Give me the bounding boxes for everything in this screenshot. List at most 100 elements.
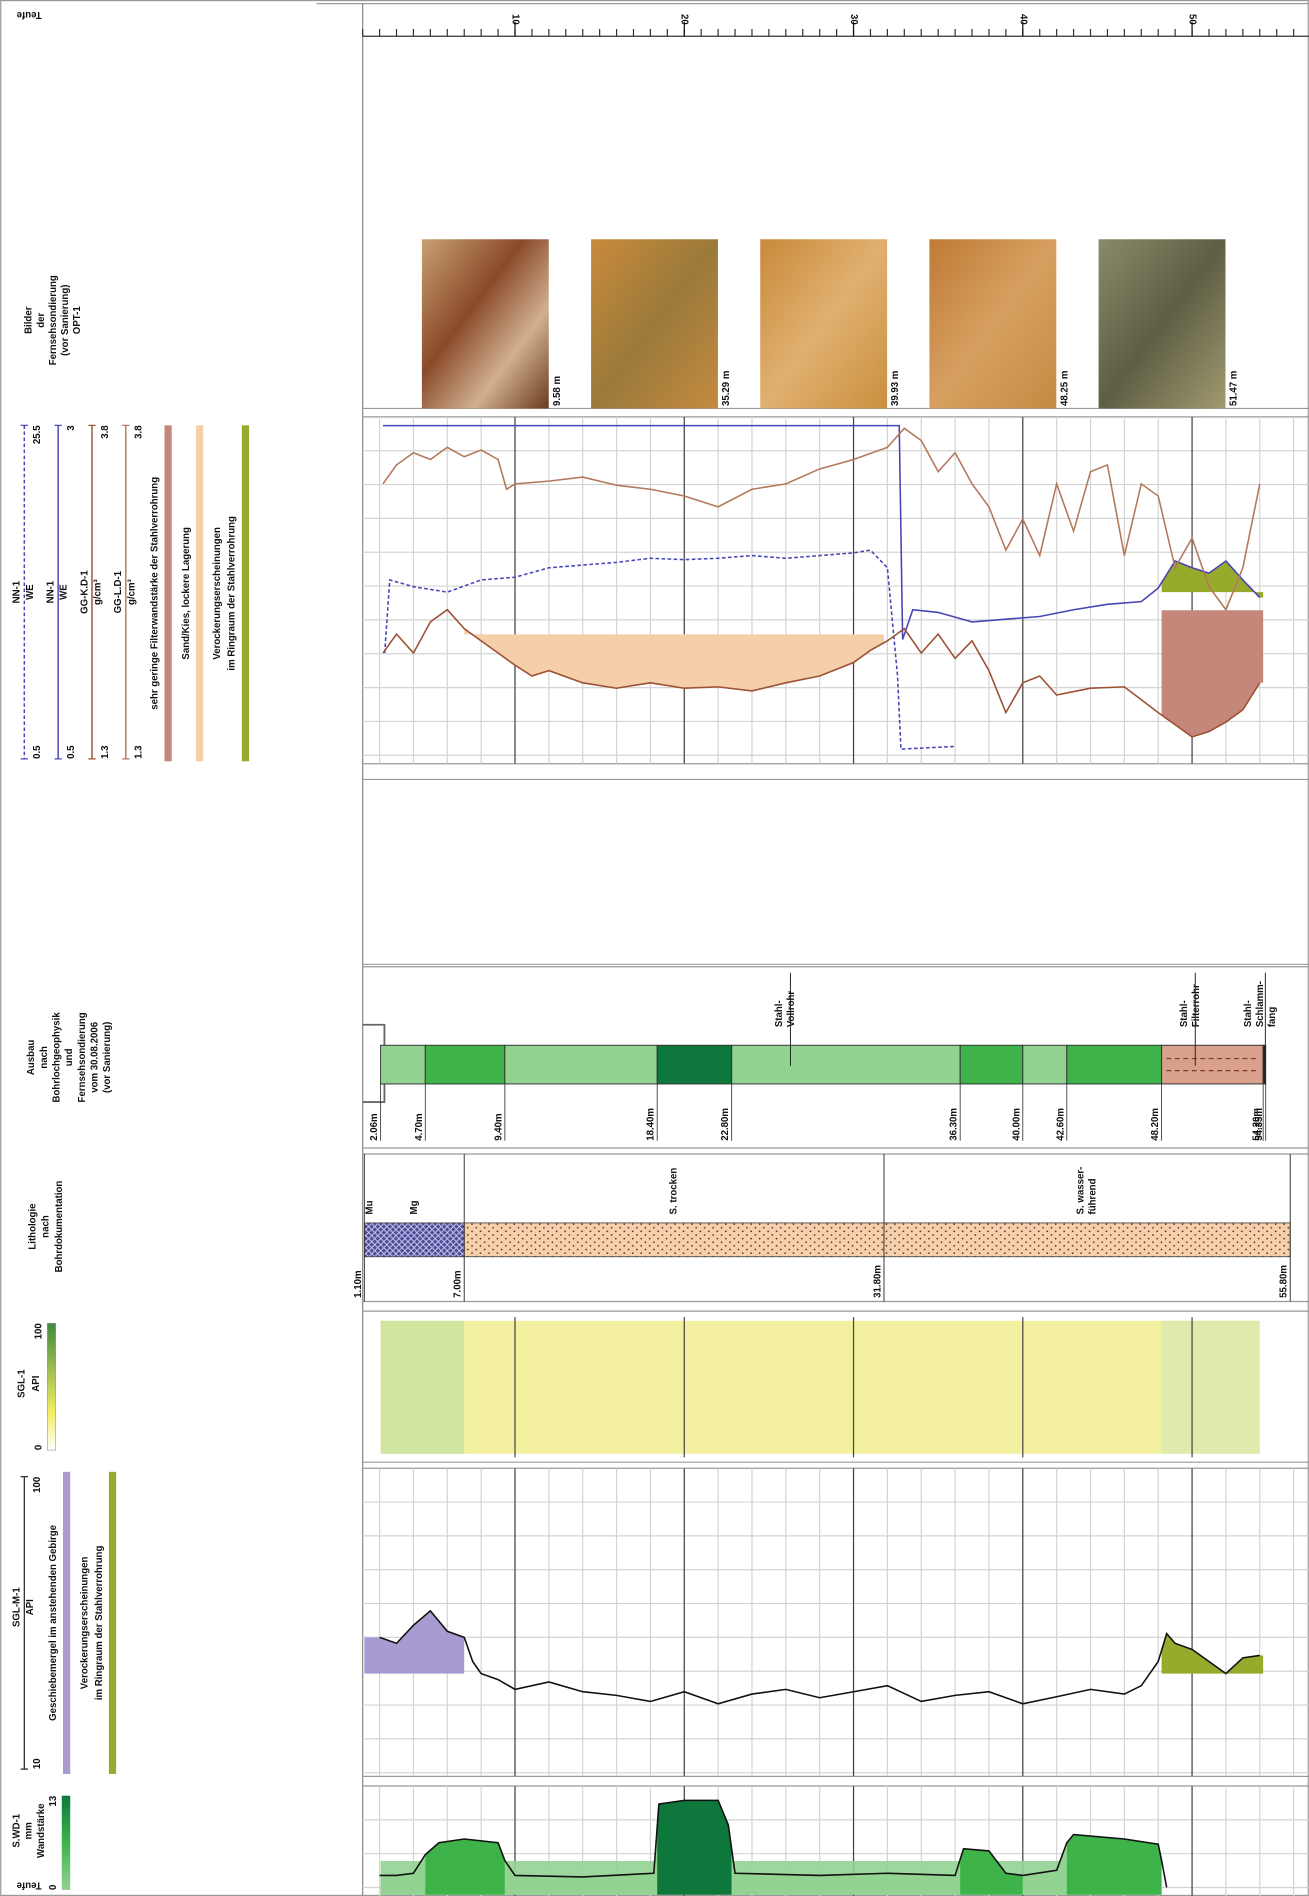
note-text: Sand/Kies, lockere Lagerung bbox=[181, 527, 192, 660]
scale-bar bbox=[47, 1323, 55, 1450]
photo-depth-label: 39.93 m bbox=[890, 371, 901, 406]
scale-bar bbox=[62, 1796, 70, 1890]
wall-fill bbox=[425, 1839, 505, 1895]
lithology-depth-label: 1.10m bbox=[353, 1270, 364, 1297]
casing-label: Stahl- bbox=[774, 1000, 785, 1027]
curve-name: SGL-M-1 bbox=[12, 1587, 23, 1627]
panel-header: der bbox=[36, 312, 47, 327]
curve-unit: API bbox=[31, 1375, 42, 1391]
casing-depth-label: 18.40m bbox=[646, 1108, 657, 1141]
photo bbox=[760, 239, 887, 408]
note-bar bbox=[196, 425, 203, 761]
shading-filter bbox=[1162, 610, 1264, 737]
page: { "depth_axis": {"title_top": "Teufe", "… bbox=[0, 0, 1309, 1896]
photo bbox=[422, 239, 549, 408]
scale-min: 0.5 bbox=[32, 745, 43, 759]
casing-label: fang bbox=[1267, 1007, 1278, 1027]
photo-depth-label: 35.29 m bbox=[721, 371, 732, 406]
casing-depth-label: 48.20m bbox=[1150, 1108, 1161, 1141]
depth-tick-label: 30 bbox=[848, 14, 859, 25]
panel-header: Bohrdokumentation bbox=[54, 1181, 65, 1273]
panel-header: OPT-1 bbox=[72, 306, 83, 335]
well-log: TeufeTeufe1020304050BilderderFernsehsond… bbox=[0, 0, 1309, 1896]
depth-tick-label: 10 bbox=[509, 14, 520, 25]
casing-segment bbox=[657, 1045, 731, 1084]
panel-header: Bilder bbox=[24, 306, 35, 334]
lithology-label: S. wasser- bbox=[1076, 1167, 1087, 1215]
panel-header: Fernsehsondierung bbox=[77, 1012, 88, 1102]
lithology-depth-label: 55.80m bbox=[1279, 1265, 1290, 1298]
scale-min: 0.5 bbox=[66, 745, 77, 759]
scale-max: 25.5 bbox=[32, 425, 43, 444]
curve-name: SGL-1 bbox=[16, 1369, 27, 1398]
lithology-unit bbox=[364, 1223, 464, 1257]
photo-depth-label: 9.58 m bbox=[552, 376, 563, 406]
note-bar bbox=[109, 1472, 116, 1774]
scale-max: 13 bbox=[48, 1795, 59, 1806]
scale-max: 100 bbox=[32, 1477, 43, 1493]
scale-max: 3.8 bbox=[134, 425, 145, 439]
scale-min: 1.3 bbox=[134, 745, 145, 759]
depth-title: Teufe bbox=[16, 9, 42, 20]
sgl-band bbox=[1162, 1321, 1260, 1454]
photo bbox=[1099, 239, 1226, 408]
photo bbox=[591, 239, 718, 408]
scale-min: 1.3 bbox=[100, 745, 111, 759]
casing-depth-label: 22.80m bbox=[720, 1108, 731, 1141]
casing-label: Filterrohr bbox=[1191, 984, 1202, 1027]
scale-min: 0 bbox=[48, 1885, 59, 1890]
scale-max: 3.8 bbox=[100, 425, 111, 439]
note-text: Verockerungserscheinungen bbox=[212, 527, 223, 660]
depth-tick-label: 50 bbox=[1187, 14, 1198, 25]
curve-name: GG-L.D-1 bbox=[113, 570, 124, 613]
panel-header: und bbox=[64, 1048, 75, 1066]
depth-title: Teufe bbox=[16, 1880, 42, 1891]
panel-header: nach bbox=[41, 1215, 52, 1238]
casing-label: Vollrohr bbox=[786, 991, 797, 1028]
casing-label: Schlamm- bbox=[1255, 981, 1266, 1027]
casing-depth-label: 40.00m bbox=[1011, 1108, 1022, 1141]
panel-header: Fernsehsondierung bbox=[48, 275, 59, 365]
curve-name: GG-K.D-1 bbox=[79, 570, 90, 614]
curve-name: NN-1 bbox=[45, 580, 56, 603]
curve-name: S.WD-1 bbox=[12, 1813, 23, 1847]
lithology-unit bbox=[464, 1223, 884, 1257]
curve-unit: g/cm³ bbox=[126, 578, 137, 605]
panel-header: nach bbox=[39, 1046, 50, 1069]
lithology-depth-label: 31.80m bbox=[873, 1265, 884, 1298]
curve-name: NN-1 bbox=[12, 580, 23, 603]
panel-header: (vor Sanierung) bbox=[60, 285, 71, 356]
casing-depth-label: 4.70m bbox=[414, 1113, 425, 1140]
photo bbox=[929, 239, 1056, 408]
note-bar bbox=[63, 1472, 70, 1774]
curve-unit: API bbox=[25, 1599, 36, 1615]
depth-tick-label: 20 bbox=[679, 14, 690, 25]
panel-header: Bohrlochgeophysik bbox=[51, 1012, 62, 1103]
curve-unit: WE bbox=[59, 584, 70, 600]
sgl-band bbox=[381, 1321, 465, 1454]
lithology-unit bbox=[884, 1223, 1290, 1257]
shading-sand bbox=[464, 629, 884, 691]
scale-min: 0 bbox=[33, 1445, 44, 1450]
casing-depth-label: 36.30m bbox=[949, 1108, 960, 1141]
curve-unit: mm bbox=[24, 1822, 35, 1839]
casing-segment bbox=[1162, 1045, 1264, 1084]
casing-segment bbox=[1023, 1045, 1067, 1084]
casing-segment bbox=[381, 1045, 426, 1084]
note-text: sehr geringe Filterwandstärke der Stahlv… bbox=[149, 477, 160, 710]
panel-header: Lithologie bbox=[27, 1203, 38, 1250]
photo-depth-label: 51.47 m bbox=[1228, 371, 1239, 406]
shading-ochre bbox=[1162, 1634, 1264, 1674]
wall-fill bbox=[1067, 1835, 1162, 1895]
depth-tick-label: 40 bbox=[1017, 14, 1028, 25]
casing-depth-label: 54.35m bbox=[1254, 1108, 1265, 1141]
curve-unit: g/cm³ bbox=[93, 578, 104, 605]
lithology-label: Mg bbox=[409, 1200, 420, 1214]
casing-depth-label: 2.06m bbox=[369, 1113, 380, 1140]
casing-depth-label: 9.40m bbox=[493, 1113, 504, 1140]
scale-max: 3 bbox=[66, 425, 77, 431]
casing-segment bbox=[1067, 1045, 1162, 1084]
wall-fill bbox=[657, 1800, 731, 1894]
casing-label: Stahl- bbox=[1243, 1000, 1254, 1027]
curve-label: Wandstärke bbox=[36, 1803, 47, 1858]
